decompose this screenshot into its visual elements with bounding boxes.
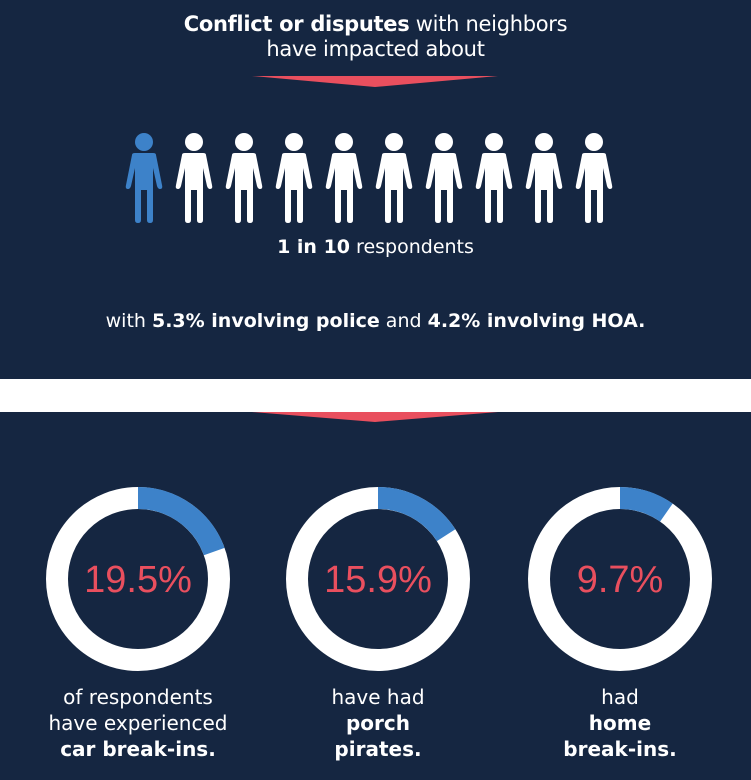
- down-arrow-divider: [252, 76, 498, 87]
- ratio-text: 1 in 10 respondents: [0, 236, 751, 258]
- person-icon: [375, 133, 413, 223]
- person-icon: [125, 133, 163, 223]
- down-arrow-divider-2: [252, 412, 498, 422]
- donut-value-label: 15.9%: [324, 559, 432, 601]
- donut-caption: have had porch pirates.: [258, 684, 498, 762]
- donut-slice: [377, 487, 456, 542]
- ratio-rest: respondents: [350, 236, 474, 258]
- donut-charts: 19.5% 15.9% 9.7%: [46, 487, 712, 671]
- person-icon: [425, 133, 463, 223]
- caption-line: have had: [331, 685, 425, 709]
- person-icon: [525, 133, 563, 223]
- person-icon: [175, 133, 213, 223]
- headline-line2: have impacted about: [266, 37, 485, 61]
- donut-slice: [619, 487, 673, 522]
- person-icon: [225, 133, 263, 223]
- caption-line: porch: [345, 711, 410, 735]
- caption-line: car break-ins.: [60, 737, 216, 761]
- headline: Conflict or disputes with neighbors have…: [0, 12, 751, 62]
- headline-rest: with neighbors: [409, 12, 568, 36]
- detail-text: with 5.3% involving police and 4.2% invo…: [0, 310, 751, 332]
- detail-middle: and: [379, 310, 428, 332]
- people-icon-row: [125, 133, 613, 223]
- caption-line: pirates.: [334, 737, 422, 761]
- donut-caption: of respondents have experienced car break-…: [18, 684, 258, 762]
- donut-caption: had home break-ins.: [500, 684, 740, 762]
- headline-bold: Conflict or disputes: [183, 12, 410, 36]
- hoa-stat: 4.2% involving HOA.: [427, 310, 646, 332]
- person-icon: [475, 133, 513, 223]
- person-icon: [575, 133, 613, 223]
- caption-line: of respondents: [63, 685, 213, 709]
- ratio-bold: 1 in 10: [277, 236, 351, 258]
- person-icon: [275, 133, 313, 223]
- person-icon: [325, 133, 363, 223]
- donut-value-label: 19.5%: [84, 559, 192, 601]
- police-stat: 5.3% involving police: [151, 310, 380, 332]
- caption-line: break-ins.: [563, 737, 677, 761]
- caption-line: home: [588, 711, 652, 735]
- caption-line: had: [601, 685, 639, 709]
- donut-slice: [137, 487, 225, 556]
- donut-value-label: 9.7%: [577, 559, 664, 601]
- section-divider-band: [0, 379, 751, 412]
- caption-line: have experienced: [48, 711, 228, 735]
- detail-prefix: with: [105, 310, 152, 332]
